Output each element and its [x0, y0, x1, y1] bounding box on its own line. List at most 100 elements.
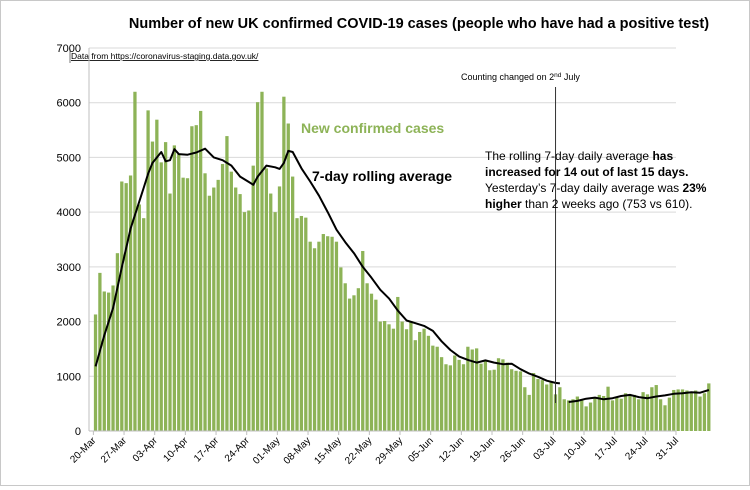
x-tick-label: 10-Apr — [161, 435, 190, 464]
bar — [531, 373, 536, 431]
bar — [413, 340, 417, 431]
bar — [255, 102, 260, 431]
rolling-average-lines — [94, 147, 710, 403]
bar — [698, 396, 702, 431]
bar — [483, 360, 488, 431]
bar — [207, 195, 212, 431]
bar — [190, 126, 194, 432]
bar — [597, 394, 601, 431]
bar — [562, 399, 566, 431]
bar — [444, 364, 448, 431]
x-tick-label: 29-May — [374, 435, 405, 466]
average-line-segment — [568, 389, 710, 403]
counting-change-label: Counting changed on 2nd July — [461, 72, 580, 83]
bar — [566, 400, 571, 431]
x-axis: 20-Mar 27-Mar 03-Apr 10-Apr 17-Apr 24-Apr 01-M… — [68, 430, 681, 467]
bar — [347, 298, 352, 431]
bar — [461, 364, 466, 431]
bar — [501, 359, 505, 431]
bar — [216, 179, 220, 431]
bar — [111, 285, 115, 431]
bar — [514, 370, 518, 431]
x-tick-label: 12-Jun — [437, 435, 466, 464]
bar — [299, 215, 304, 431]
bar — [510, 369, 514, 431]
y-axis: 0 1000 2000 3000 4000 5000 6000 7000 — [57, 43, 90, 438]
bar — [378, 321, 382, 431]
bar — [404, 329, 409, 431]
bar — [545, 384, 549, 431]
bar — [689, 391, 693, 431]
bar — [120, 181, 124, 431]
bar — [602, 395, 606, 431]
bar — [632, 394, 636, 431]
bar — [637, 399, 641, 431]
bar — [680, 389, 685, 431]
bar — [439, 357, 444, 431]
bar — [479, 363, 483, 431]
bar — [584, 406, 588, 431]
bar — [387, 324, 391, 431]
bar — [133, 91, 137, 432]
y-tick-label: 6000 — [57, 98, 81, 110]
bar — [150, 141, 155, 431]
bar — [409, 321, 413, 431]
bar — [623, 393, 628, 431]
bar — [418, 331, 422, 431]
bar — [369, 293, 374, 431]
bars — [93, 91, 711, 432]
bar — [496, 358, 501, 431]
bar — [282, 96, 286, 432]
x-tick-label: 26-Jun — [498, 435, 527, 464]
source-note: Data from https://coronavirus-staging.da… — [71, 51, 259, 61]
bar — [185, 178, 190, 431]
bar — [549, 381, 553, 431]
chart-title: Number of new UK confirmed COVID-19 case… — [129, 16, 709, 32]
bar — [264, 168, 269, 431]
bar — [339, 267, 343, 431]
bar — [194, 125, 198, 431]
bar — [365, 283, 369, 431]
bar — [431, 345, 435, 431]
x-tick-label: 05-Jun — [406, 435, 435, 464]
annotation-note: The rolling 7-day daily average has incr… — [485, 149, 707, 211]
average-line-segment — [94, 147, 561, 385]
legend-label-average: 7-day rolling average — [312, 168, 452, 184]
y-tick-label: 5000 — [57, 152, 81, 164]
bar — [707, 383, 711, 431]
note-line-2: increased for 14 out of last 15 days. — [485, 165, 688, 179]
x-tick-label: 22-May — [343, 435, 374, 466]
bar — [426, 335, 431, 431]
y-tick-label: 3000 — [57, 262, 81, 274]
bar — [321, 234, 325, 431]
bar — [518, 371, 523, 431]
bar — [124, 183, 128, 431]
bar — [391, 328, 396, 431]
note-line-4: higher than 2 weeks ago (753 vs 610). — [485, 197, 692, 211]
bar — [93, 314, 98, 431]
bar — [334, 241, 339, 431]
bar — [702, 393, 707, 431]
x-tick-label: 01-May — [251, 435, 282, 466]
bar — [400, 321, 404, 431]
bar — [225, 136, 229, 431]
bar — [203, 173, 207, 431]
bar — [286, 123, 290, 432]
bar — [610, 400, 615, 431]
bar — [128, 175, 133, 431]
bar — [685, 390, 689, 431]
y-tick-label: 1000 — [57, 371, 81, 383]
bar — [396, 296, 400, 431]
x-tick-label: 10-Jul — [562, 435, 589, 462]
bar — [383, 321, 387, 431]
bar — [694, 390, 698, 431]
bar — [234, 187, 238, 431]
bar — [212, 187, 216, 431]
y-tick-label: 7000 — [57, 43, 81, 55]
bar — [229, 171, 233, 431]
bar — [273, 212, 277, 431]
x-tick-label: 15-May — [312, 435, 343, 466]
bar — [593, 397, 597, 431]
bar — [505, 362, 509, 431]
